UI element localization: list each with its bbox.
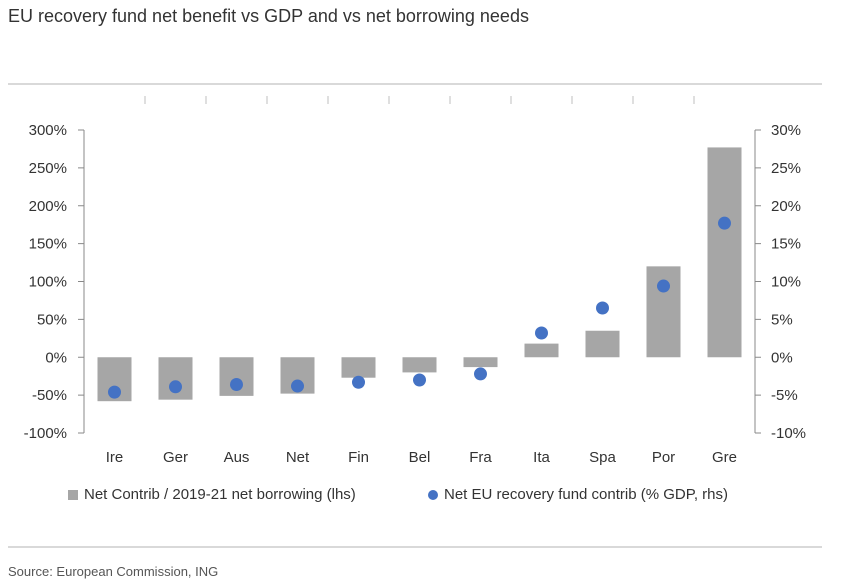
right-y-tick-label: -10% — [771, 425, 806, 442]
x-tick-label: Por — [652, 449, 675, 466]
dot-ger — [169, 380, 182, 394]
dot-gre — [718, 216, 731, 230]
right-y-tick-label: 25% — [771, 160, 801, 177]
x-tick-label: Fin — [348, 449, 369, 466]
x-tick-label: Ger — [163, 449, 188, 466]
x-tick-label: Ita — [533, 449, 550, 466]
left-y-tick-label: 50% — [37, 311, 67, 328]
x-tick-label: Fra — [469, 449, 492, 466]
bar-spa — [585, 330, 620, 358]
right-y-tick-labels: 30% 25% 20% 15% 10% 5% 0% -5% -10% — [771, 122, 806, 442]
top-divider — [8, 83, 822, 85]
right-y-tick-label: 20% — [771, 198, 801, 215]
bottom-divider — [8, 546, 822, 548]
dot-aus — [230, 378, 243, 392]
dot-series — [108, 216, 731, 399]
dot-fin — [352, 375, 365, 389]
left-y-tick-label: 150% — [29, 236, 67, 253]
x-tick-label: Aus — [224, 449, 250, 466]
right-y-tick-label: 5% — [771, 311, 793, 328]
left-y-tick-label: 200% — [29, 198, 67, 215]
dot-fra — [474, 367, 487, 381]
dot-ire — [108, 385, 121, 399]
x-tick-labels: Ire Ger Aus Net Fin Bel Fra Ita Spa Por Gre — [106, 449, 737, 466]
bar-series — [97, 147, 742, 402]
chart-axes — [78, 96, 761, 434]
dot-net — [291, 379, 304, 393]
bar-bel — [402, 357, 437, 373]
legend-dot-swatch — [428, 489, 438, 500]
left-y-tick-label: 250% — [29, 160, 67, 177]
legend-item-dots: Net EU recovery fund contrib (% GDP, rhs… — [428, 486, 728, 503]
bar-gre — [707, 147, 742, 358]
x-tick-label: Net — [286, 449, 310, 466]
bar-fra — [463, 357, 498, 368]
left-y-tick-label: 300% — [29, 122, 67, 139]
x-tick-label: Ire — [106, 449, 124, 466]
legend-bar-swatch — [68, 489, 78, 500]
right-y-tick-label: 30% — [771, 122, 801, 139]
left-y-tick-label: -100% — [24, 425, 67, 442]
legend-dot-label: Net EU recovery fund contrib (% GDP, rhs… — [444, 486, 728, 503]
bar-ger — [158, 357, 193, 400]
x-tick-label: Spa — [589, 449, 616, 466]
left-y-tick-label: 0% — [45, 349, 67, 366]
left-y-tick-labels: 300% 250% 200% 150% 100% 50% 0% -50% -100% — [24, 122, 67, 442]
right-y-tick-label: 0% — [771, 349, 793, 366]
right-y-tick-label: 10% — [771, 274, 801, 291]
right-y-tick-label: -5% — [771, 387, 798, 404]
chart-title: EU recovery fund net benefit vs GDP and … — [8, 6, 529, 26]
source-note: Source: European Commission, ING — [8, 564, 219, 579]
left-y-tick-label: -50% — [32, 387, 67, 404]
dot-bel — [413, 373, 426, 387]
dot-spa — [596, 301, 609, 315]
left-y-tick-label: 100% — [29, 274, 67, 291]
chart-plot: Ire Ger Aus Net Fin Bel Fra Ita Spa Por Gre 300% 25… — [24, 96, 806, 466]
right-y-tick-label: 15% — [771, 236, 801, 253]
dot-por — [657, 279, 670, 293]
legend-item-bars: Net Contrib / 2019-21 net borrowing (lhs… — [68, 486, 356, 503]
legend-bar-label: Net Contrib / 2019-21 net borrowing (lhs… — [84, 486, 356, 503]
dot-ita — [535, 326, 548, 340]
bar-fin — [341, 357, 376, 378]
bar-ita — [524, 343, 559, 358]
x-tick-label: Bel — [409, 449, 431, 466]
x-tick-label: Gre — [712, 449, 737, 466]
